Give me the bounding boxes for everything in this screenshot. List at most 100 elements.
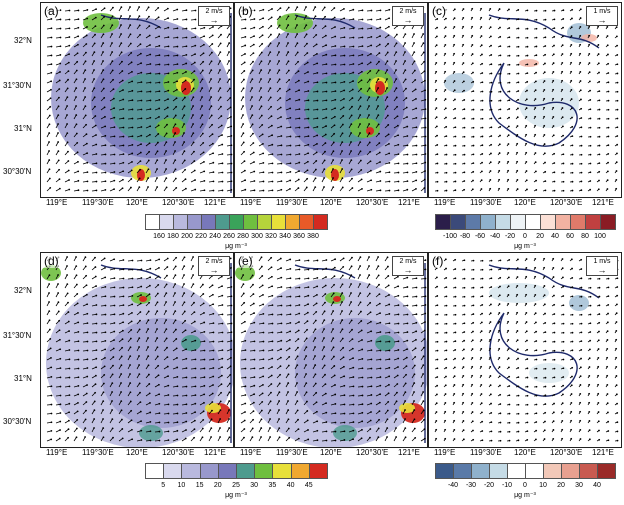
wind-arrow-head <box>68 358 71 361</box>
wind-arrow-head <box>185 9 188 12</box>
wind-arrow-head <box>361 53 364 56</box>
wind-arrow-head <box>211 409 213 412</box>
wind-arrow-head <box>194 385 197 388</box>
wind-arrow-head <box>598 144 601 147</box>
panel-label: (c) <box>431 4 447 18</box>
wind-arrow-head <box>415 135 418 138</box>
wind-arrow-head <box>499 63 502 66</box>
wind-arrow-head <box>158 99 161 101</box>
wind-arrow-head <box>230 153 233 156</box>
wind-arrow-head <box>368 87 371 90</box>
wind-arrow-head <box>251 274 254 277</box>
wind-arrow-head <box>156 159 159 162</box>
wind-arrow-head <box>351 177 353 180</box>
wind-arrow-head <box>95 357 98 360</box>
wind-arrow-head <box>589 162 592 165</box>
wind-arrow-head <box>499 125 502 128</box>
wind-arrow-head <box>396 374 399 377</box>
wind-arrow-head <box>377 265 380 268</box>
wind-arrow-head <box>589 322 592 325</box>
wind-arrow-head <box>406 276 409 279</box>
wind-arrow-head <box>517 72 520 75</box>
wind-arrow-head <box>84 96 87 98</box>
wind-arrow-head <box>561 79 564 82</box>
wind-arrow-head <box>158 63 161 66</box>
wind-arrow-head <box>278 418 280 420</box>
wind-arrow-head <box>85 34 88 37</box>
wind-arrow-head <box>579 17 582 19</box>
wind-arrow-head <box>75 256 77 258</box>
wind-arrow-head <box>562 304 565 307</box>
wind-arrow-head <box>121 187 124 190</box>
wind-arrow-head <box>306 52 309 54</box>
wind-arrow-head <box>183 274 185 276</box>
wind-arrow-head <box>499 72 502 75</box>
wind-arrow-head <box>149 72 152 75</box>
wind-arrow-head <box>269 42 272 45</box>
wind-arrow-head <box>112 78 115 81</box>
wind-arrow-head <box>588 43 591 46</box>
wind-arrow-head <box>490 72 493 75</box>
wind-arrow-head <box>147 177 150 179</box>
wind-arrow-head <box>444 61 447 64</box>
wind-arrow-head <box>361 348 364 351</box>
wind-arrow-head <box>490 81 493 84</box>
wind-arrow-head <box>516 311 519 314</box>
wind-arrow-head <box>341 123 344 126</box>
wind-arrow-head <box>50 385 53 388</box>
wind-arrow-head <box>85 133 88 136</box>
wind-arrow-head <box>287 42 289 44</box>
wind-arrow-head <box>415 295 418 298</box>
wind-arrow-head <box>508 258 511 261</box>
wind-arrow-head <box>481 81 484 84</box>
wind-arrow-head <box>388 142 390 145</box>
wind-arrow-head <box>463 117 466 120</box>
wind-arrow-head <box>387 124 390 126</box>
wind-arrow-head <box>387 284 390 287</box>
wind-arrow-head <box>252 132 254 135</box>
wind-arrow-head <box>424 117 427 120</box>
wind-arrow-head <box>166 257 169 260</box>
wind-arrow-head <box>287 364 290 367</box>
wind-arrow-head <box>289 179 292 182</box>
wind-arrow-head <box>149 116 152 119</box>
wind-arrow-head <box>490 54 493 56</box>
wind-arrow-head <box>314 319 317 322</box>
wind-arrow-head <box>534 284 537 287</box>
wind-arrow-head <box>489 321 492 323</box>
wind-arrow-head <box>298 259 301 262</box>
wind-arrow-head <box>140 62 143 65</box>
wind-arrow-head <box>253 376 256 379</box>
wind-arrow-head <box>334 439 337 442</box>
wind-arrow-head <box>297 418 299 421</box>
wind-arrow-head <box>253 358 256 361</box>
wind-arrow-head <box>260 87 262 89</box>
wind-arrow-head <box>325 411 328 414</box>
wind-arrow-head <box>325 259 328 261</box>
wind-arrow-head <box>307 117 310 120</box>
wind-arrow-head <box>50 412 53 415</box>
wind-arrow-head <box>167 26 170 29</box>
wind-arrow-head <box>95 171 98 174</box>
wind-arrow-head <box>94 383 97 386</box>
wind-arrow-head <box>436 26 439 29</box>
wind-arrow-head <box>377 114 380 117</box>
wind-arrow-head <box>580 357 582 360</box>
wind-arrow-head <box>68 330 70 332</box>
wind-arrow-head <box>517 90 520 92</box>
wind-arrow-head <box>453 61 456 64</box>
wind-arrow-head <box>113 162 116 165</box>
wind-arrow-head <box>95 285 97 287</box>
wind-arrow-head <box>316 81 319 84</box>
wind-arrow-head <box>571 340 574 343</box>
wind-arrow-head <box>221 331 224 334</box>
wind-arrow-head <box>95 134 97 136</box>
wind-arrow-head <box>424 277 427 280</box>
wind-arrow-head <box>242 274 245 276</box>
wind-arrow-head <box>287 60 290 63</box>
wind-arrow-head <box>289 162 292 165</box>
wind-arrow-head <box>423 428 426 431</box>
wind-arrow-head <box>202 52 205 55</box>
wind-arrow-head <box>289 313 292 316</box>
wind-arrow-head <box>212 358 215 361</box>
